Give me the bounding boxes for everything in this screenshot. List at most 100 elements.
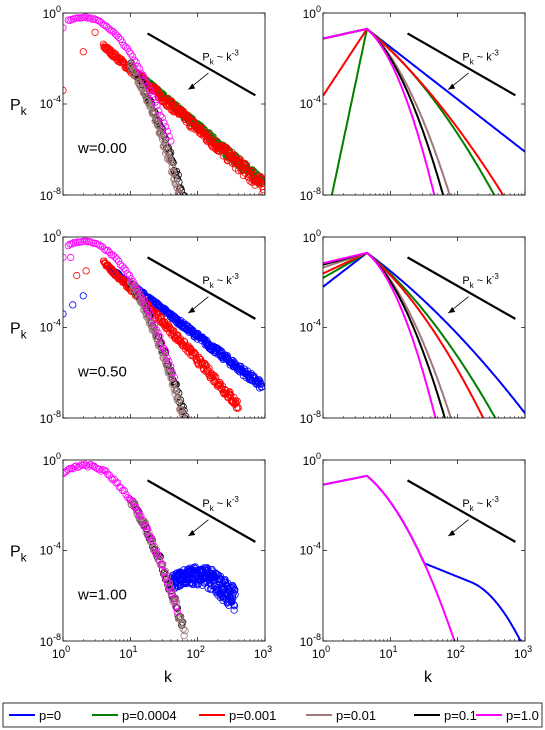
data-point (79, 48, 87, 56)
data-point (148, 537, 157, 545)
legend-label: p=0.001 (229, 708, 276, 723)
data-point (230, 585, 238, 593)
data-point (149, 317, 157, 325)
data-point (162, 573, 170, 582)
data-point (162, 123, 170, 131)
data-point (144, 525, 152, 533)
data-point (113, 255, 121, 263)
data-point (68, 240, 76, 248)
data-point (79, 292, 87, 300)
data-point (234, 404, 242, 412)
y-tick-label: 10-8 (40, 632, 61, 649)
data-point (127, 50, 135, 58)
guide-label: Pk ~ k-3 (202, 495, 239, 513)
data-point (160, 119, 168, 127)
y-tick-label: 10-4 (300, 541, 321, 558)
data-point (230, 606, 238, 614)
guide-label: Pk ~ k-3 (462, 495, 499, 513)
data-point (230, 601, 238, 609)
legend-label: p=1.0 (506, 708, 539, 723)
data-point (149, 107, 157, 115)
y-tick-label: 10-8 (300, 186, 321, 203)
data-point (88, 238, 96, 246)
data-point (122, 266, 130, 274)
data-point (155, 556, 163, 564)
data-point (139, 301, 147, 309)
data-point (158, 339, 166, 347)
data-point (162, 361, 170, 369)
guide-label: Pk ~ k-3 (462, 272, 499, 290)
legend-box (2, 702, 543, 728)
legend-label: p=0 (39, 708, 61, 723)
data-point (130, 65, 138, 73)
data-point (63, 310, 67, 318)
data-point (155, 107, 163, 115)
data-point (163, 578, 171, 586)
data-point (156, 333, 164, 341)
y-axis-label: Pk (10, 544, 28, 565)
y-tick-label: 100 (43, 228, 61, 245)
guide-arrowhead (188, 307, 196, 314)
power-law-guide (406, 32, 516, 97)
data-point (179, 625, 187, 633)
data-point (153, 101, 161, 110)
guide-label: Pk ~ k-3 (202, 272, 239, 290)
data-point (125, 47, 133, 56)
data-point (161, 347, 169, 355)
plot-area (323, 474, 522, 641)
data-point (161, 572, 169, 581)
series-line-p=0 (323, 251, 525, 414)
w-label: w=1.00 (77, 586, 127, 603)
data-point (256, 379, 265, 388)
data-point (153, 121, 161, 129)
y-tick-label: 10-4 (300, 318, 321, 335)
data-point (185, 567, 194, 575)
data-point (122, 43, 130, 51)
data-point (172, 603, 180, 611)
x-tick-label: 102 (186, 644, 204, 661)
data-point (129, 497, 137, 506)
data-point (95, 465, 104, 473)
data-point (127, 496, 135, 504)
data-point (115, 33, 123, 42)
guide-label: Pk ~ k-3 (462, 48, 499, 66)
w-label: w=0.00 (77, 140, 127, 157)
data-point (73, 271, 81, 280)
data-point (204, 366, 212, 374)
power-law-guide (406, 256, 516, 320)
plot-area (63, 460, 239, 640)
plot-area (323, 27, 525, 195)
data-point (156, 317, 164, 326)
data-point (91, 28, 99, 36)
data-point (87, 461, 95, 469)
data-point (173, 608, 181, 616)
data-point (165, 357, 173, 366)
y-tick-label: 10-8 (300, 632, 321, 649)
data-point (154, 329, 162, 337)
data-point (225, 147, 233, 155)
plot-area (323, 251, 525, 418)
data-point (82, 13, 90, 21)
data-point (132, 58, 140, 66)
data-point (129, 52, 137, 61)
x-tick-label: 101 (379, 644, 397, 661)
data-point (104, 246, 112, 254)
data-point (118, 262, 126, 270)
y-tick-label: 100 (303, 228, 321, 245)
x-tick-label: 101 (119, 644, 137, 661)
data-point (259, 189, 265, 195)
data-point (165, 584, 173, 592)
w-label: w=0.50 (77, 363, 127, 380)
series-line-p=1.0 (323, 251, 437, 418)
data-point (63, 470, 67, 478)
power-law-guide (146, 32, 256, 97)
y-tick-label: 100 (43, 4, 61, 21)
data-point (182, 420, 188, 426)
data-point (176, 613, 184, 621)
data-point (151, 321, 159, 329)
data-point (230, 151, 238, 159)
data-point (143, 97, 151, 106)
data-point (142, 301, 150, 309)
x-tick-label: 100 (52, 644, 70, 661)
